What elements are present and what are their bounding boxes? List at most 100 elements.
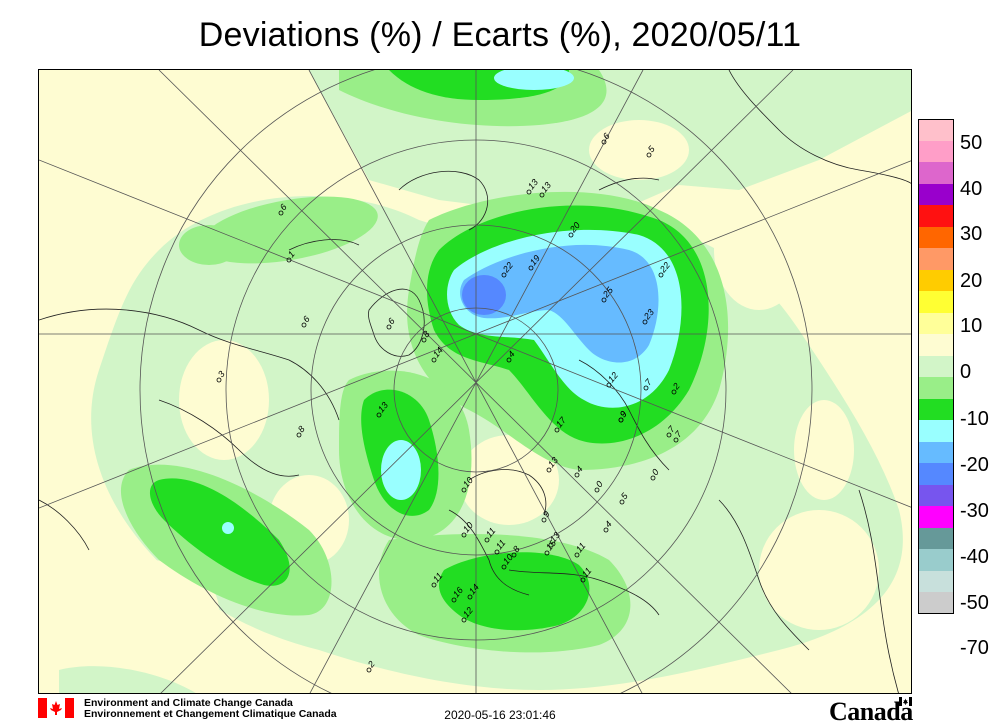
legend-swatch (918, 162, 954, 184)
legend-swatch (918, 463, 954, 485)
legend-swatch (918, 527, 954, 549)
legend-label: -30 (960, 500, 989, 522)
legend-swatch (918, 377, 954, 399)
station-marker (461, 487, 467, 493)
station-marker (606, 382, 612, 388)
station-marker (467, 594, 473, 600)
legend-label: -20 (960, 454, 989, 476)
station-value: 4 (603, 519, 614, 529)
station-value: 13 (548, 530, 562, 544)
station-marker (421, 337, 427, 343)
station-marker (301, 322, 307, 328)
station-marker (501, 564, 507, 570)
station-marker (601, 297, 607, 303)
legend-swatch (918, 248, 954, 270)
station-value: 0 (650, 467, 661, 477)
station-value: 6 (386, 316, 397, 326)
station-marker (484, 537, 490, 543)
legend-swatch (918, 570, 954, 592)
legend-label: -10 (960, 408, 989, 430)
legend-swatch (918, 484, 954, 506)
legend-label: 0 (960, 361, 972, 383)
legend-swatch (918, 119, 954, 141)
station-marker (643, 385, 649, 391)
station-value: 2 (670, 381, 682, 392)
legend-swatch (918, 334, 954, 356)
station-marker (673, 437, 679, 443)
legend-label: -50 (960, 592, 989, 614)
station-marker (671, 389, 677, 395)
station-marker (376, 412, 382, 418)
station-marker (431, 357, 437, 363)
station-marker (216, 377, 222, 383)
station-value: 2 (365, 659, 377, 670)
station-value: 5 (646, 143, 658, 154)
station-marker (574, 472, 580, 478)
legend-swatch (918, 592, 954, 614)
station-value: 14 (467, 582, 481, 596)
graticule (39, 70, 911, 693)
legend-label: 30 (960, 223, 983, 245)
station-value: 1 (286, 249, 297, 259)
station-marker (574, 552, 580, 558)
station-value: 7 (643, 376, 655, 387)
legend-label: 10 (960, 315, 983, 337)
legend-label: 20 (960, 270, 983, 292)
map-title: Deviations (%) / Ecarts (%), 2020/05/11 (198, 16, 802, 54)
station-marker (541, 517, 547, 523)
station-marker (526, 189, 532, 195)
station-value: 13 (526, 177, 540, 191)
legend-swatch (918, 506, 954, 528)
organization-name-fr: Environnement et Changement Climatique C… (84, 708, 337, 720)
station-marker (366, 667, 372, 673)
legend-swatch (918, 549, 954, 571)
legend-label: -40 (960, 546, 989, 568)
station-marker (431, 582, 437, 588)
anomaly-pale-yellow (79, 102, 879, 660)
legend-swatch (918, 140, 954, 162)
station-marker (650, 475, 656, 481)
station-marker (658, 272, 664, 278)
legend-swatch (918, 183, 954, 205)
station-marker (386, 324, 392, 330)
anomaly-dark-blue (462, 275, 506, 315)
station-value: 9 (541, 509, 552, 519)
generation-timestamp: 2020-05-16 23:01:46 (444, 708, 556, 722)
station-value: 8 (296, 424, 307, 434)
station-marker (618, 417, 624, 423)
station-marker (544, 550, 550, 556)
station-value: 4 (506, 349, 517, 359)
station-value: 10 (501, 552, 515, 566)
station-value: 12 (461, 605, 475, 619)
legend-swatch (918, 291, 954, 313)
legend-label: -70 (960, 637, 989, 659)
station-marker (461, 617, 467, 623)
station-marker (461, 532, 467, 538)
station-value: 8 (421, 329, 432, 339)
station-marker (278, 210, 284, 216)
legend-swatch (918, 205, 954, 227)
station-marker (642, 319, 648, 325)
legend-label: 40 (960, 178, 983, 200)
color-legend (918, 119, 954, 614)
station-marker (646, 152, 652, 158)
station-marker (286, 257, 292, 263)
station-marker (594, 487, 600, 493)
station-value: 13 (376, 400, 390, 414)
station-value: 3 (216, 369, 227, 379)
station-value: 5 (619, 490, 631, 501)
wordmark-flag-icon (899, 697, 912, 706)
station-marker (494, 549, 500, 555)
station-value: 7 (666, 423, 678, 434)
station-value: 10 (461, 520, 475, 534)
station-marker (296, 432, 302, 438)
station-marker (511, 552, 517, 558)
station-value: 13 (546, 455, 560, 469)
station-value: 9 (618, 409, 629, 419)
station-value: 13 (539, 180, 553, 194)
legend-swatch (918, 355, 954, 377)
station-value: 19 (528, 253, 542, 267)
station-value: 6 (301, 314, 312, 324)
polar-map: 6 1 13 20 19 22 25 22 23 4 12 7 2 9 17 13 10 13 4 0 5 0 7 10 11 9… (38, 69, 912, 694)
